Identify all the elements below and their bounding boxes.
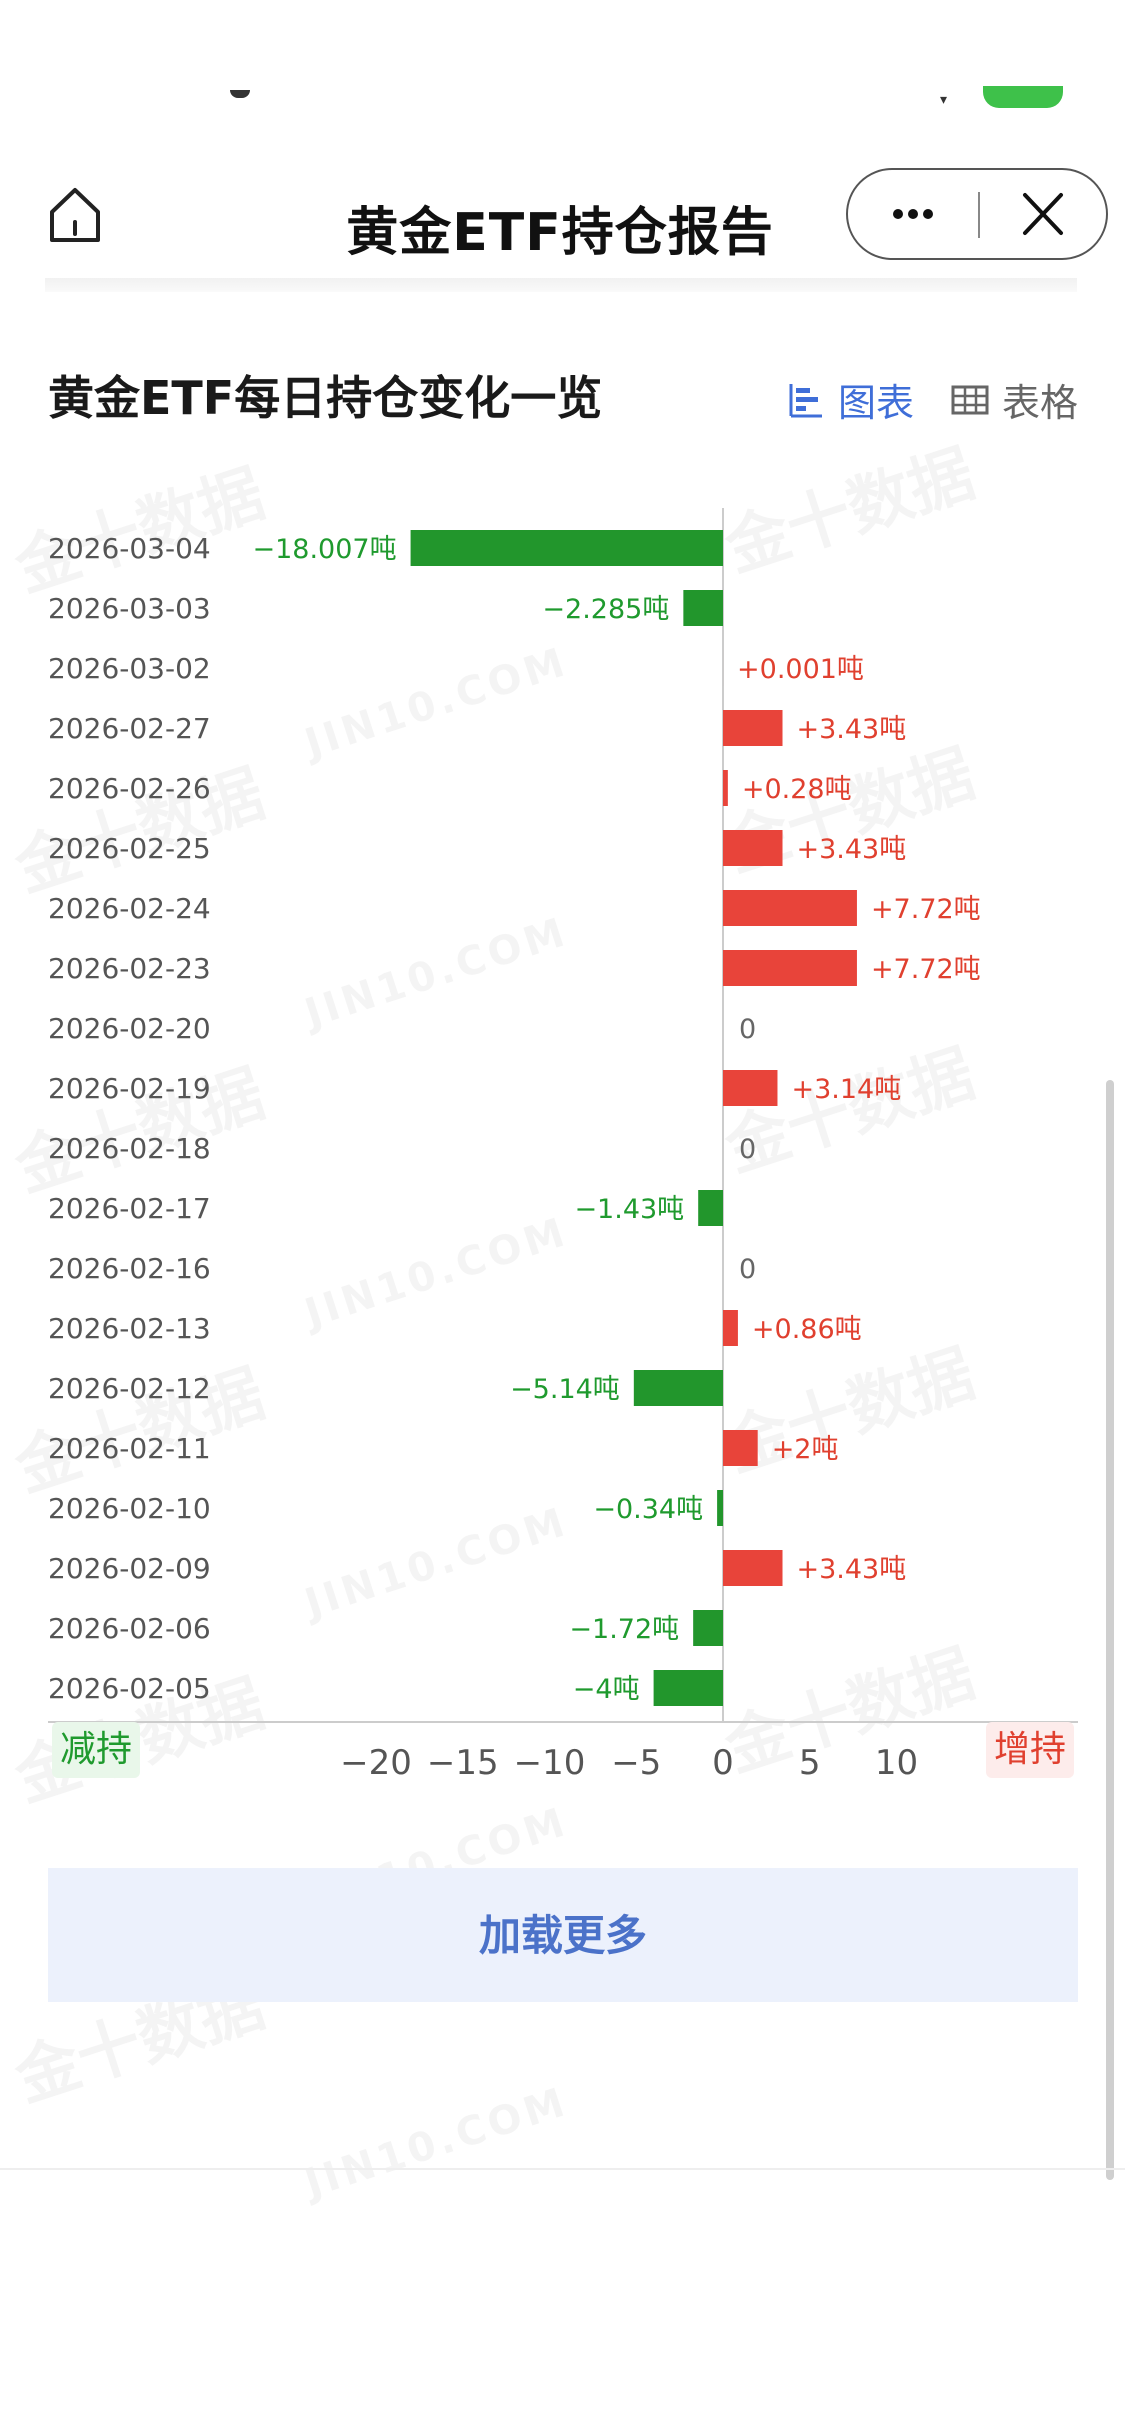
- bar: [723, 950, 857, 986]
- bar: [653, 1670, 723, 1706]
- data-label: +0.86吨: [752, 1314, 862, 1345]
- data-label: +7.72吨: [871, 954, 981, 985]
- category-label: 2026-02-09: [48, 1552, 211, 1585]
- data-label: −1.43吨: [574, 1194, 684, 1225]
- data-label: +3.43吨: [797, 714, 907, 745]
- home-icon[interactable]: [40, 180, 110, 250]
- nav-divider: [45, 278, 1077, 292]
- mini-program-capsule: [846, 168, 1108, 260]
- data-label: −0.34吨: [593, 1494, 703, 1525]
- category-label: 2026-02-12: [48, 1372, 211, 1405]
- data-label: −4吨: [573, 1674, 640, 1705]
- bottom-divider: [0, 2168, 1125, 2170]
- data-label: 0: [739, 1254, 756, 1285]
- category-label: 2026-02-13: [48, 1312, 211, 1345]
- data-label: 0: [739, 1014, 756, 1045]
- category-label: 2026-02-25: [48, 832, 211, 865]
- data-label: +0.28吨: [742, 774, 852, 805]
- x-tick-label: 10: [875, 1743, 918, 1783]
- capsule-divider: [978, 192, 980, 238]
- category-label: 2026-02-26: [48, 772, 211, 805]
- tab-table-label: 表格: [1002, 381, 1079, 425]
- tab-table[interactable]: 表格: [950, 372, 1078, 427]
- data-label: +2吨: [772, 1434, 839, 1465]
- category-label: 2026-02-17: [48, 1192, 211, 1225]
- data-label: +7.72吨: [871, 894, 981, 925]
- nav-bar: 黄金ETF持仓报告: [0, 150, 1125, 285]
- category-label: 2026-02-16: [48, 1252, 211, 1285]
- category-label: 2026-02-18: [48, 1132, 211, 1165]
- x-tick-label: −15: [427, 1743, 499, 1783]
- data-label: +3.43吨: [797, 834, 907, 865]
- data-label: −2.285吨: [542, 594, 669, 625]
- category-label: 2026-02-24: [48, 892, 211, 925]
- bar: [410, 530, 723, 566]
- bar: [723, 1550, 783, 1586]
- data-label: −18.007吨: [252, 534, 396, 565]
- bar: [723, 1430, 758, 1466]
- table-icon: [951, 385, 989, 414]
- x-tick-label: 5: [799, 1743, 821, 1783]
- bar: [717, 1490, 723, 1526]
- legend-reduce: 减持: [52, 1722, 141, 1778]
- category-label: 2026-03-03: [48, 592, 211, 625]
- signal-icon: ▾: [940, 92, 948, 108]
- category-label: 2026-02-05: [48, 1672, 211, 1705]
- page-title: 黄金ETF持仓报告: [346, 203, 774, 263]
- status-bar-left: [170, 80, 260, 110]
- data-label: 0: [739, 1134, 756, 1165]
- x-tick-label: −5: [611, 1743, 661, 1783]
- x-tick-label: −20: [340, 1743, 412, 1783]
- bar: [723, 710, 783, 746]
- legend-increase: 增持: [986, 1722, 1075, 1778]
- bar: [698, 1190, 723, 1226]
- watermark-en: JIN10.COM: [300, 2079, 574, 2207]
- bar: [693, 1610, 723, 1646]
- data-label: −5.14吨: [510, 1374, 620, 1405]
- bar: [633, 1370, 723, 1406]
- tab-chart-label: 图表: [838, 381, 915, 425]
- category-label: 2026-03-02: [48, 652, 211, 685]
- category-label: 2026-02-20: [48, 1012, 211, 1045]
- category-label: 2026-02-11: [48, 1432, 211, 1465]
- bar: [683, 590, 723, 626]
- data-label: +3.43吨: [797, 1554, 907, 1585]
- bar: [723, 830, 783, 866]
- holdings-bar-chart: 2026-03-04 −18.007吨 2026-03-03 −2.285吨 2026-…: [48, 508, 1078, 1783]
- x-tick-label: −10: [514, 1743, 586, 1783]
- battery-icon: [983, 86, 1063, 108]
- bar: [723, 770, 728, 806]
- category-label: 2026-02-06: [48, 1612, 211, 1645]
- load-more-button[interactable]: 加载更多: [48, 1868, 1078, 2002]
- close-icon[interactable]: [998, 182, 1088, 246]
- category-label: 2026-02-19: [48, 1072, 211, 1105]
- bar: [723, 1310, 738, 1346]
- x-tick-label: 0: [712, 1743, 734, 1783]
- more-dots-icon[interactable]: [868, 182, 958, 246]
- section-title: 黄金ETF每日持仓变化一览: [48, 371, 603, 425]
- category-label: 2026-03-04: [48, 532, 211, 565]
- category-label: 2026-02-10: [48, 1492, 211, 1525]
- data-label: +3.14吨: [791, 1074, 901, 1105]
- category-label: 2026-02-23: [48, 952, 211, 985]
- bar-chart-icon: [789, 383, 822, 417]
- bar: [723, 890, 857, 926]
- scrollbar[interactable]: [1106, 1080, 1114, 2180]
- data-label: −1.72吨: [569, 1614, 679, 1645]
- tab-chart[interactable]: 图表: [786, 372, 914, 427]
- bar: [723, 1070, 778, 1106]
- data-label: +0.001吨: [737, 654, 864, 685]
- category-label: 2026-02-27: [48, 712, 211, 745]
